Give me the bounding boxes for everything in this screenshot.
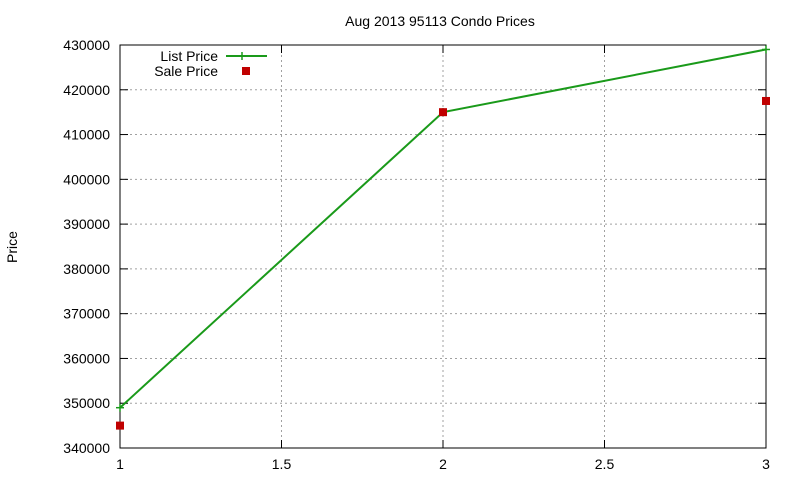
data-point-sale-price (439, 108, 447, 117)
axis-layer: 340000 350000 360000 370000 380000 390000 4000… (63, 37, 770, 472)
y-tick-label: 390000 (63, 216, 110, 232)
x-tick-label: 3 (762, 456, 770, 472)
x-tick-label: 1 (116, 456, 124, 472)
legend-label-sale-price: Sale Price (154, 63, 218, 79)
y-tick-label: 360000 (63, 350, 110, 366)
y-tick-label: 370000 (63, 306, 110, 322)
y-tick-label: 340000 (63, 440, 110, 456)
y-axis-label: Price (4, 231, 20, 263)
y-tick-label: 410000 (63, 127, 110, 143)
y-tick-label: 420000 (63, 82, 110, 98)
x-tick-label: 2 (439, 456, 447, 472)
legend-swatch-square (242, 67, 250, 75)
chart-title: Aug 2013 95113 Condo Prices (345, 13, 535, 29)
x-tick-label: 2.5 (595, 456, 615, 472)
y-tick-label: 400000 (63, 171, 110, 187)
legend-label-list-price: List Price (160, 48, 218, 64)
data-point-list-price (762, 45, 770, 54)
y-tick-label: 380000 (63, 261, 110, 277)
data-layer (116, 45, 770, 430)
x-tick-label: 1.5 (272, 456, 292, 472)
data-point-sale-price (116, 421, 124, 430)
grid-layer (120, 45, 766, 448)
y-tick-label: 430000 (63, 37, 110, 53)
plot-frame (119, 44, 767, 449)
data-point-list-price (116, 403, 124, 412)
data-point-sale-price (762, 96, 770, 105)
series-line-list-price (119, 48, 767, 409)
y-tick-label: 350000 (63, 395, 110, 411)
